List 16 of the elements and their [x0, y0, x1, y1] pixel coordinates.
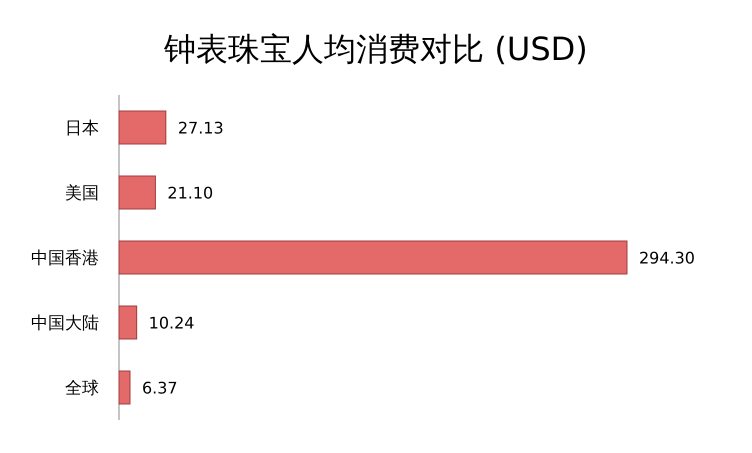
- y-tick-label: 中国大陆: [31, 314, 99, 334]
- data-label: 294.30: [639, 248, 695, 268]
- data-label: 27.13: [178, 118, 224, 138]
- bar: [118, 306, 138, 340]
- bar: [118, 370, 130, 404]
- bar: [118, 176, 156, 210]
- y-tick-label: 中国香港: [31, 248, 99, 268]
- bar: [118, 110, 166, 144]
- y-tick-label: 日本: [65, 118, 99, 138]
- chart-title: 钟表珠宝人均消费对比 (USD): [163, 30, 588, 68]
- y-tick-label: 美国: [65, 184, 99, 204]
- y-tick-label: 全球: [65, 378, 99, 398]
- data-label: 6.37: [142, 378, 178, 398]
- bar: [118, 240, 628, 274]
- data-label: 21.10: [167, 184, 214, 202]
- data-label: 10.24: [148, 314, 194, 332]
